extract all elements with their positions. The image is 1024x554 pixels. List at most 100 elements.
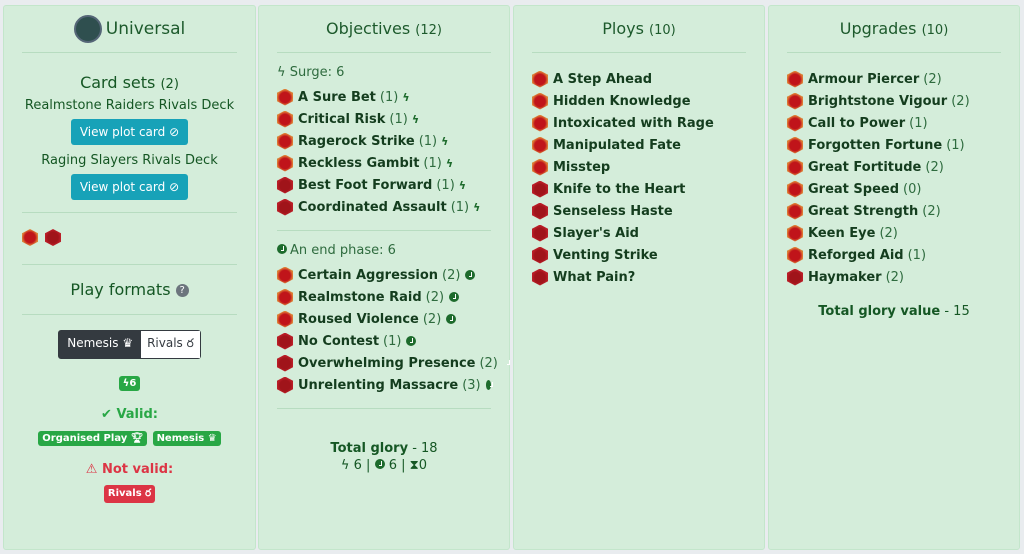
card-item[interactable]: Unrelenting Massacre (3) — [277, 374, 494, 396]
card-item[interactable]: Best Foot Forward (1) ϟ — [277, 174, 491, 196]
card-name: No Contest — [298, 333, 380, 349]
card-item[interactable]: Senseless Haste — [532, 200, 746, 222]
lightning-icon: ϟ — [411, 112, 420, 126]
surge-label: ϟ Surge: 6 — [277, 65, 345, 80]
card-name: Best Foot Forward — [298, 177, 433, 193]
valid-badge-organised-play: Organised Play 🏆︎ — [38, 431, 148, 446]
card-item[interactable]: Keen Eye (2) — [787, 222, 1001, 244]
card-item[interactable]: Hidden Knowledge — [532, 90, 746, 112]
surge-count-badge: ϟ6 — [118, 376, 141, 391]
card-item[interactable]: Forgotten Fortune (1) — [787, 134, 1001, 156]
card-item[interactable]: Ragerock Strike (1) ϟ — [277, 130, 491, 152]
card-set-icon — [532, 246, 548, 264]
card-set-icon — [277, 154, 293, 172]
card-item[interactable]: Venting Strike — [532, 244, 746, 266]
card-name: Venting Strike — [553, 247, 658, 263]
glory-value: (1) — [436, 177, 455, 193]
glory-value: (1) — [907, 247, 927, 263]
format-nemesis-button[interactable]: Nemesis ♛ — [59, 331, 142, 358]
card-item[interactable]: Intoxicated with Rage — [532, 112, 746, 134]
card-name: Call to Power — [808, 115, 906, 131]
card-item[interactable]: Great Strength (2) — [787, 200, 1001, 222]
card-name: Certain Aggression — [298, 267, 439, 283]
card-item[interactable]: Slayer's Aid — [532, 222, 746, 244]
card-item[interactable]: What Pain? — [532, 266, 746, 288]
card-set-icon — [532, 180, 548, 198]
card-name: Manipulated Fate — [553, 137, 681, 153]
card-name: Slayer's Aid — [553, 225, 639, 241]
card-name: Keen Eye — [808, 225, 876, 241]
card-set-icon — [787, 268, 803, 286]
card-name: Ragerock Strike — [298, 133, 415, 149]
card-set-icon — [532, 202, 548, 220]
card-item[interactable]: Call to Power (1) — [787, 112, 1001, 134]
view-plot-card-button[interactable]: View plot card ⊘ — [70, 174, 189, 200]
clock-icon — [374, 459, 385, 469]
card-item[interactable]: Armour Piercer (2) — [787, 68, 1001, 90]
compass-icon: ⊘ — [169, 180, 180, 194]
card-set-icon — [787, 70, 803, 88]
faction-header: Universal — [22, 6, 237, 53]
glory-value: (2) — [425, 289, 445, 305]
format-rivals-button[interactable]: Rivals ర — [141, 331, 200, 358]
card-set-icon — [277, 310, 293, 328]
help-icon[interactable]: ? — [175, 284, 189, 297]
card-name: Reforged Aid — [808, 247, 904, 263]
card-item[interactable]: No Contest (1) — [277, 330, 491, 352]
card-set-icon — [277, 132, 293, 150]
card-item[interactable]: Knife to the Heart — [532, 178, 746, 200]
card-item[interactable]: Overwhelming Presence (2) — [277, 352, 510, 374]
card-item[interactable]: Roused Violence (2) — [277, 308, 491, 330]
card-item[interactable]: Reforged Aid (1) — [787, 244, 1001, 266]
card-set-icon — [277, 288, 293, 306]
card-item[interactable]: Brightstone Vigour (2) — [787, 90, 1001, 112]
glory-value: (1) — [418, 133, 438, 149]
card-name: Intoxicated with Rage — [553, 115, 714, 131]
card-set-icon — [787, 224, 803, 242]
card-sets-heading: Card sets (2) — [80, 73, 179, 92]
glory-value: (1) — [389, 111, 408, 127]
card-set-icon — [532, 158, 548, 176]
card-item[interactable]: A Sure Bet (1) ϟ — [277, 86, 491, 108]
glory-value: (2) — [442, 267, 461, 283]
card-item[interactable]: A Step Ahead — [532, 68, 746, 90]
card-item[interactable]: Manipulated Fate — [532, 134, 746, 156]
view-plot-card-button[interactable]: View plot card ⊘ — [70, 119, 189, 145]
glory-value: (1) — [946, 137, 965, 153]
card-name: Forgotten Fortune — [808, 137, 943, 153]
universal-panel: Universal Card sets (2) Realmstone Raide… — [3, 5, 256, 550]
ploys-title: Ploys (10) — [532, 6, 746, 53]
end-phase-objectives-list: Certain Aggression (2) Realmstone Raid (2) R… — [277, 264, 510, 396]
card-item[interactable]: Great Speed (0) — [787, 178, 1001, 200]
card-item[interactable]: Reckless Gambit (1) ϟ — [277, 152, 491, 174]
warning-icon: ⚠ — [85, 462, 98, 477]
card-name: Coordinated Assault — [298, 199, 447, 215]
valid-badge-nemesis: Nemesis ♛ — [152, 431, 221, 446]
card-item[interactable]: Certain Aggression (2) — [277, 264, 491, 286]
card-set-icon — [532, 114, 548, 132]
card-set-icon — [532, 70, 548, 88]
play-formats-heading: Play formats ? — [22, 265, 237, 315]
card-set-icon — [277, 198, 293, 216]
card-set-name: Raging Slayers Rivals Deck — [41, 153, 218, 168]
objectives-title: Objectives (12) — [277, 6, 491, 53]
lightning-icon: ϟ — [277, 65, 286, 80]
not-valid-label: ⚠ Not valid: — [85, 462, 174, 477]
clock-icon — [465, 270, 476, 280]
card-item[interactable]: Haymaker (2) — [787, 266, 1001, 288]
card-name: Realmstone Raid — [298, 289, 422, 305]
card-item[interactable]: Misstep — [532, 156, 746, 178]
lightning-icon: ϟ — [340, 458, 350, 473]
card-item[interactable]: Realmstone Raid (2) — [277, 286, 491, 308]
card-item[interactable]: Coordinated Assault (1) ϟ — [277, 196, 491, 218]
card-item[interactable]: Great Fortitude (2) — [787, 156, 1001, 178]
card-name: Critical Risk — [298, 111, 386, 127]
medal-icon: ర — [186, 336, 194, 350]
glory-value: (2) — [422, 311, 442, 327]
clock-icon — [446, 314, 457, 324]
objectives-panel: Objectives (12) ϟ Surge: 6 A Sure Bet (1)… — [258, 5, 510, 550]
card-item[interactable]: Critical Risk (1) ϟ — [277, 108, 491, 130]
card-set-icon — [787, 246, 803, 264]
upgrades-list: Armour Piercer (2) Brightstone Vigour (2) Ca… — [787, 68, 1001, 288]
glory-value: (3) — [462, 377, 481, 393]
